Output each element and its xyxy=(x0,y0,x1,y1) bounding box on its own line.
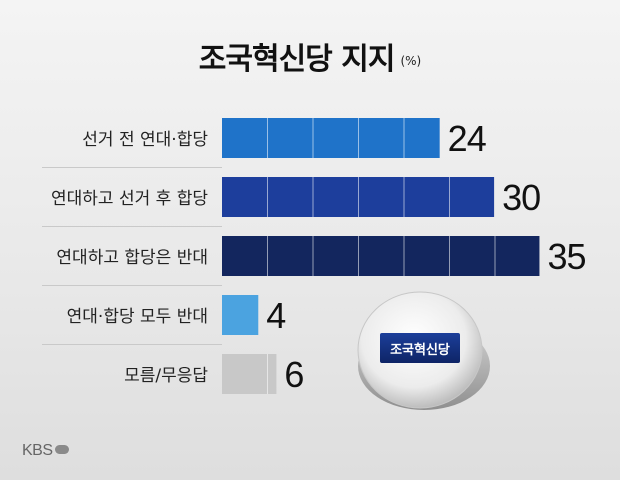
category-label: 연대하고 선거 후 합당 xyxy=(51,189,208,209)
value-label: 30 xyxy=(502,177,540,218)
value-label: 24 xyxy=(448,118,486,159)
bar xyxy=(222,354,277,394)
bar xyxy=(222,118,440,158)
category-label: 연대·합당 모두 반대 xyxy=(67,307,208,327)
broadcaster-logo-text: KBS xyxy=(22,442,53,459)
unit-label: (%) xyxy=(400,54,422,68)
broadcaster-logo-mark xyxy=(54,445,69,454)
category-label: 선거 전 연대·합당 xyxy=(82,130,208,150)
broadcaster-logo: KBS xyxy=(22,442,69,460)
party-logo-text: 조국혁신당 xyxy=(390,342,450,358)
bar xyxy=(222,236,540,276)
party-logo-disc: 조국혁신당 xyxy=(357,291,490,410)
chart-title-text: 조국혁신당 지지 xyxy=(198,42,396,77)
value-label: 4 xyxy=(266,295,285,336)
category-label: 모름/무응답 xyxy=(124,366,208,386)
value-label: 6 xyxy=(284,354,303,395)
bar xyxy=(222,295,259,335)
party-logo-badge xyxy=(380,333,460,363)
category-label: 연대하고 합당은 반대 xyxy=(56,248,208,268)
value-label: 35 xyxy=(547,236,585,277)
chart-title: 조국혁신당 지지 (%) xyxy=(0,34,620,78)
